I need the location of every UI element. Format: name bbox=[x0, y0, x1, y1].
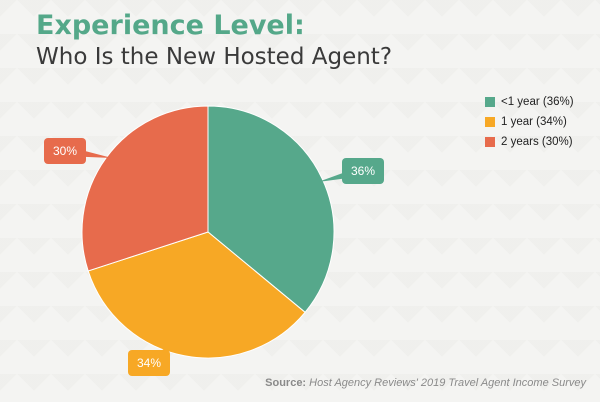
legend-label: <1 year (36%) bbox=[501, 96, 574, 108]
legend-label: 1 year (34%) bbox=[501, 116, 567, 128]
data-label-2: 30% bbox=[44, 138, 112, 164]
data-label-1: 34% bbox=[128, 340, 180, 376]
chart-title: Experience Level: bbox=[36, 10, 305, 41]
legend-item-1-year: 1 year (34%) bbox=[485, 112, 574, 132]
pie-slice-2 bbox=[81, 105, 209, 272]
data-label-text: 34% bbox=[137, 356, 161, 370]
source-text: Host Agency Reviews' 2019 Travel Agent I… bbox=[309, 377, 586, 389]
legend-item-2-years: 2 years (30%) bbox=[485, 132, 574, 152]
chart-legend: <1 year (36%) 1 year (34%) 2 years (30%) bbox=[485, 92, 574, 152]
chart-subtitle: Who Is the New Hosted Agent? bbox=[36, 44, 393, 70]
source-note: Source: Host Agency Reviews' 2019 Travel… bbox=[265, 377, 586, 389]
legend-item-less-than-1-year: <1 year (36%) bbox=[485, 92, 574, 112]
pie-slice-0 bbox=[207, 105, 335, 314]
legend-swatch bbox=[485, 97, 495, 107]
legend-swatch bbox=[485, 137, 495, 147]
data-label-text: 30% bbox=[53, 144, 77, 158]
data-label-text: 36% bbox=[351, 164, 375, 178]
source-label: Source: bbox=[265, 377, 307, 389]
legend-swatch bbox=[485, 117, 495, 127]
pie-slice-1 bbox=[87, 231, 306, 359]
legend-label: 2 years (30%) bbox=[501, 136, 573, 148]
data-label-0: 36% bbox=[318, 158, 384, 184]
